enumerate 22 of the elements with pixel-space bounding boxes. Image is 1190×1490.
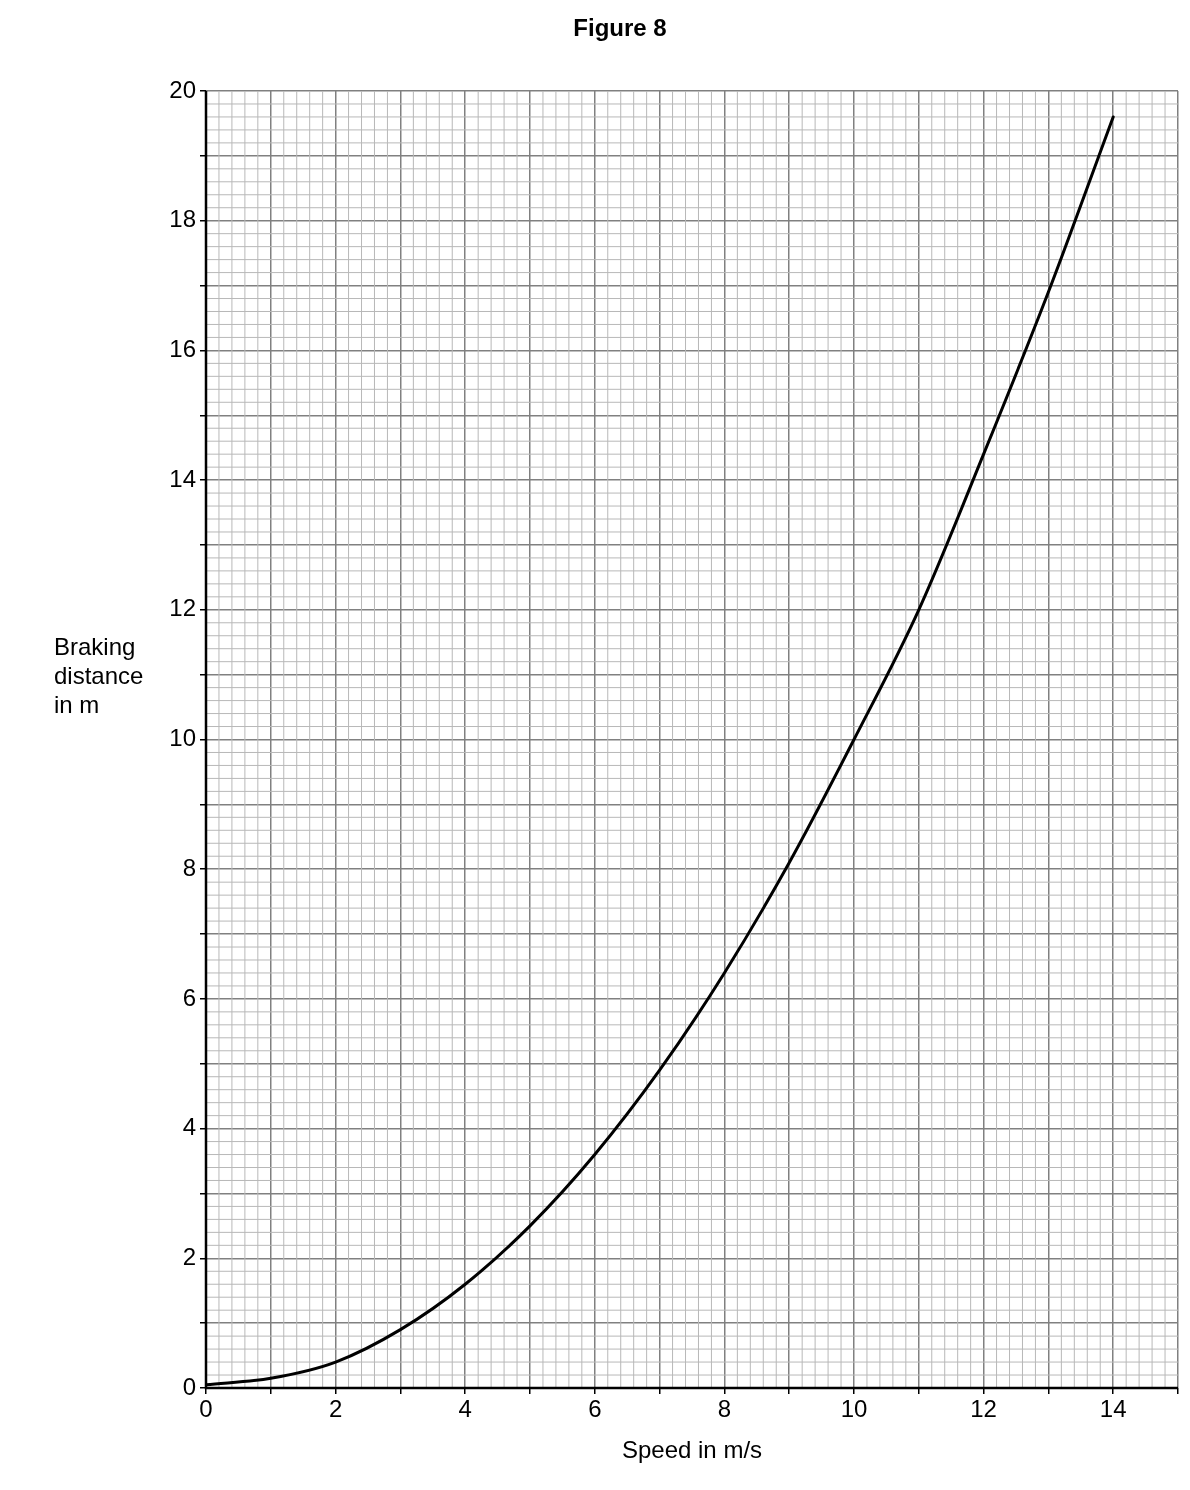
x-tick-label: 2	[328, 1395, 343, 1423]
y-tick-label: 20	[169, 75, 196, 103]
y-tick-label: 16	[169, 335, 196, 363]
y-tick-label: 12	[169, 594, 196, 622]
chart-title: Figure 8	[572, 14, 668, 42]
y-tick-label: 4	[182, 1113, 196, 1141]
y-tick-label: 2	[182, 1242, 196, 1270]
y-tick-label: 8	[182, 853, 196, 881]
y-tick-label: 18	[169, 205, 196, 233]
x-tick-label: 10	[840, 1395, 868, 1423]
y-tick-label: 14	[169, 464, 196, 492]
x-tick-label: 8	[717, 1395, 732, 1423]
x-tick-label: 0	[199, 1395, 213, 1423]
x-tick-label: 14	[1099, 1395, 1127, 1423]
y-tick-label: 10	[169, 724, 196, 752]
x-tick-label: 6	[588, 1395, 602, 1423]
y-axis-title: Braking distance in m	[54, 632, 145, 719]
y-tick-label: 6	[182, 983, 196, 1011]
y-tick-label: 0	[182, 1372, 196, 1400]
x-axis-title: Speed in m/s	[621, 1436, 763, 1464]
x-tick-label: 4	[458, 1395, 472, 1423]
x-tick-label: 12	[970, 1395, 997, 1423]
